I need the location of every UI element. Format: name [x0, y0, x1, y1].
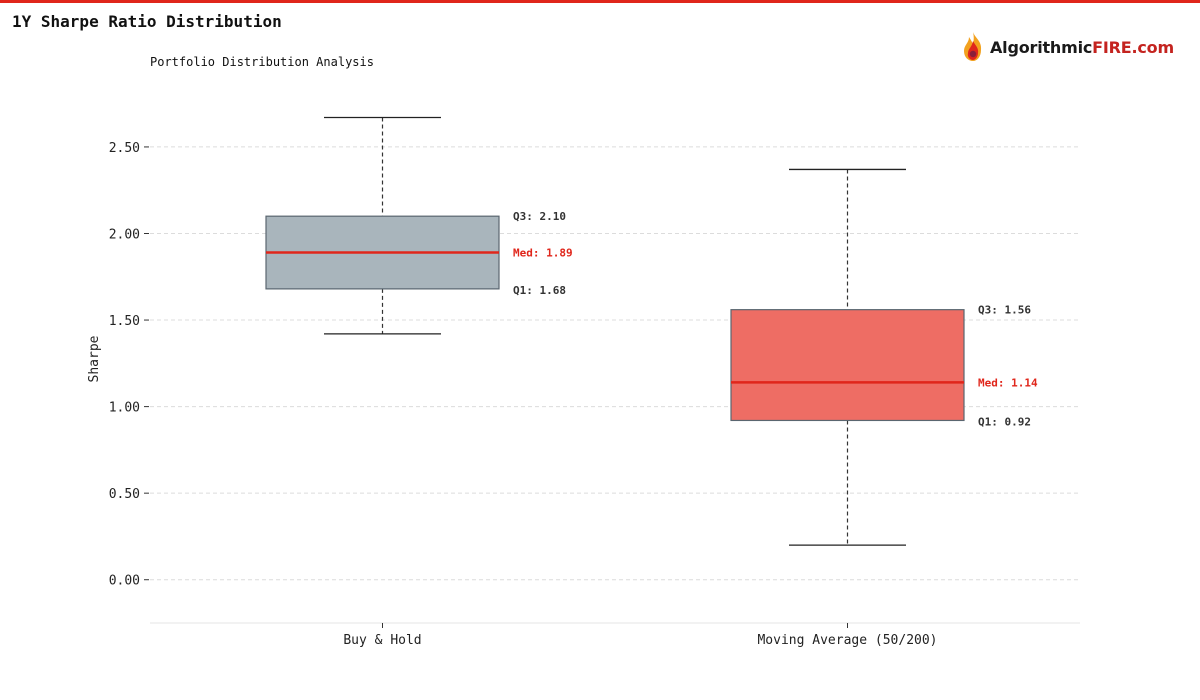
page-title: 1Y Sharpe Ratio Distribution — [12, 12, 282, 31]
q3-label: Q3: 1.56 — [978, 304, 1031, 317]
y-tick-label: 1.00 — [109, 401, 140, 416]
brand-logo: AlgorithmicFIRE.com — [960, 30, 1174, 64]
flame-icon — [964, 32, 982, 61]
y-tick-label: 2.50 — [109, 141, 140, 156]
y-tick-label: 2.00 — [109, 227, 140, 242]
top-accent-rule — [0, 0, 1200, 3]
logo-text-dark: Algorithmic — [990, 37, 1093, 57]
y-axis-label: Sharpe — [87, 335, 102, 382]
median-label: Med: 1.89 — [513, 247, 573, 260]
logo-text-accent: FIRE.com — [1092, 37, 1174, 57]
x-tick-label: Moving Average (50/200) — [757, 633, 937, 648]
y-tick-label: 0.50 — [109, 487, 140, 502]
q3-label: Q3: 2.10 — [513, 210, 566, 223]
q1-label: Q1: 1.68 — [513, 284, 566, 297]
x-tick-label: Buy & Hold — [343, 633, 421, 648]
chart-subtitle: Portfolio Distribution Analysis — [150, 55, 374, 69]
q1-label: Q1: 0.92 — [978, 415, 1031, 428]
y-tick-label: 1.50 — [109, 314, 140, 329]
y-tick-label: 0.00 — [109, 574, 140, 589]
iqr-box — [730, 309, 965, 422]
median-label: Med: 1.14 — [978, 376, 1038, 389]
logo-text: AlgorithmicFIRE.com — [990, 38, 1174, 57]
